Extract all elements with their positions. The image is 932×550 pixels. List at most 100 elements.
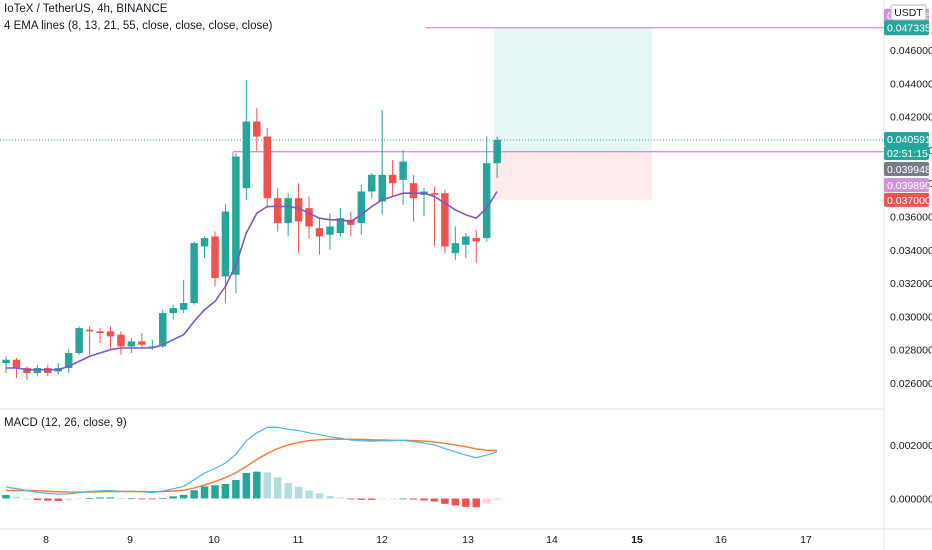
candle	[106, 326, 115, 350]
macd-histogram-bar	[315, 493, 324, 499]
macd-histogram-bar	[273, 477, 282, 499]
candle-body	[211, 236, 219, 279]
price-tick-label: 0.028000	[890, 345, 932, 357]
candle-body	[75, 328, 83, 354]
stop-price-tag: 0.037000	[884, 192, 931, 207]
candle	[190, 241, 198, 305]
price-tick-label: 0.044000	[890, 78, 932, 90]
candle	[117, 331, 125, 355]
macd-histogram-bar	[75, 498, 83, 500]
candle	[85, 326, 94, 355]
loss-zone	[494, 151, 652, 200]
currency-button[interactable]: USDT	[890, 4, 927, 21]
profit-zone	[494, 27, 652, 152]
candle	[357, 184, 366, 235]
macd-histogram-bar	[378, 498, 386, 500]
macd-histogram-bar	[64, 498, 73, 501]
macd-histogram-bar	[221, 484, 230, 499]
candle	[23, 366, 31, 380]
candle	[232, 153, 240, 294]
candle-body	[117, 334, 125, 347]
time-tick-label: 12	[376, 534, 388, 546]
target-price-tag-text: 0.047335	[887, 23, 931, 35]
candle-body	[23, 368, 31, 374]
candle-body	[482, 163, 491, 239]
time-tick-label: 14	[546, 534, 558, 546]
macd-histogram-bar	[232, 479, 240, 499]
candle	[75, 326, 83, 355]
candle	[159, 309, 167, 349]
time-tick-label: 13	[462, 534, 474, 546]
candle	[315, 218, 324, 255]
candle-body	[200, 238, 209, 247]
candle-body	[368, 174, 376, 192]
price-tick-label: 0.046000	[890, 45, 932, 57]
candle	[221, 204, 230, 304]
candle	[138, 333, 146, 349]
macd-tick-label: 0.000000	[890, 494, 932, 506]
candle	[378, 109, 386, 215]
candle	[368, 173, 376, 199]
macd-histogram-bar	[294, 486, 303, 499]
candle	[472, 229, 480, 264]
macd-histogram-bar	[472, 498, 480, 508]
candle-body	[441, 193, 449, 247]
countdown-tag-bg	[884, 146, 929, 161]
candle-body	[190, 243, 198, 304]
candle-body	[451, 243, 460, 254]
candle	[44, 364, 52, 377]
macd-histogram-bar	[211, 485, 219, 499]
time-tick-label: 10	[208, 534, 220, 546]
candle-body	[106, 331, 115, 337]
entry-price-tag: 0.039890	[884, 178, 931, 193]
candle-body	[315, 228, 324, 237]
candle	[33, 364, 42, 377]
macd-histogram-bar	[336, 497, 345, 499]
candle-body	[242, 121, 251, 189]
macd-histogram-bar	[159, 497, 167, 499]
macd-histogram-bar	[169, 496, 177, 499]
ema-price-tag-text: 0.039948	[887, 164, 931, 176]
candle	[253, 108, 261, 152]
candle	[409, 174, 418, 222]
macd-histogram-bar	[200, 486, 209, 499]
candle-body	[284, 198, 292, 224]
candle-body	[357, 191, 366, 224]
candle	[96, 328, 104, 344]
symbol-title: IoTeX / TetherUS, 4h, BINANCE	[4, 3, 168, 15]
entry-price-tag-text: 0.039890	[887, 180, 931, 192]
ema-price-tag: 0.039948	[884, 162, 931, 177]
candle	[263, 128, 271, 209]
candle	[179, 279, 188, 314]
candle-body	[169, 308, 177, 314]
macd-histogram-bar	[326, 496, 334, 499]
target-price-tag-bg	[884, 20, 929, 36]
macd-histogram-bar	[190, 490, 198, 499]
candle-body	[378, 174, 386, 202]
currency-button-label: USDT	[894, 7, 923, 19]
macd-histogram-bar	[242, 473, 251, 499]
candle	[462, 233, 470, 259]
macd-line	[5, 426, 498, 495]
macd-histogram-bar	[127, 498, 136, 500]
candle-body	[148, 346, 157, 348]
macd-histogram-bar	[451, 498, 460, 506]
macd-tick-label: 0.002000	[890, 440, 932, 452]
candle	[64, 349, 73, 374]
ema-legend: 4 EMA lines (8, 13, 21, 55, close, close…	[4, 20, 273, 32]
price-tick-label: 0.036000	[890, 211, 932, 223]
macd-histogram-bar	[347, 498, 355, 500]
price-tick-label: 0.026000	[890, 378, 932, 390]
candle-body	[253, 121, 261, 137]
macd-histogram-bar	[430, 498, 439, 502]
macd-histogram-bar	[305, 490, 313, 499]
candle-body	[179, 303, 188, 310]
candle	[2, 356, 10, 374]
candle-body	[472, 238, 480, 242]
current-price-tag-bg	[884, 132, 929, 147]
macd-histogram-bar	[284, 482, 292, 499]
stop-price-tag-text: 0.037000	[887, 195, 931, 207]
macd-histogram-bar	[117, 498, 125, 500]
